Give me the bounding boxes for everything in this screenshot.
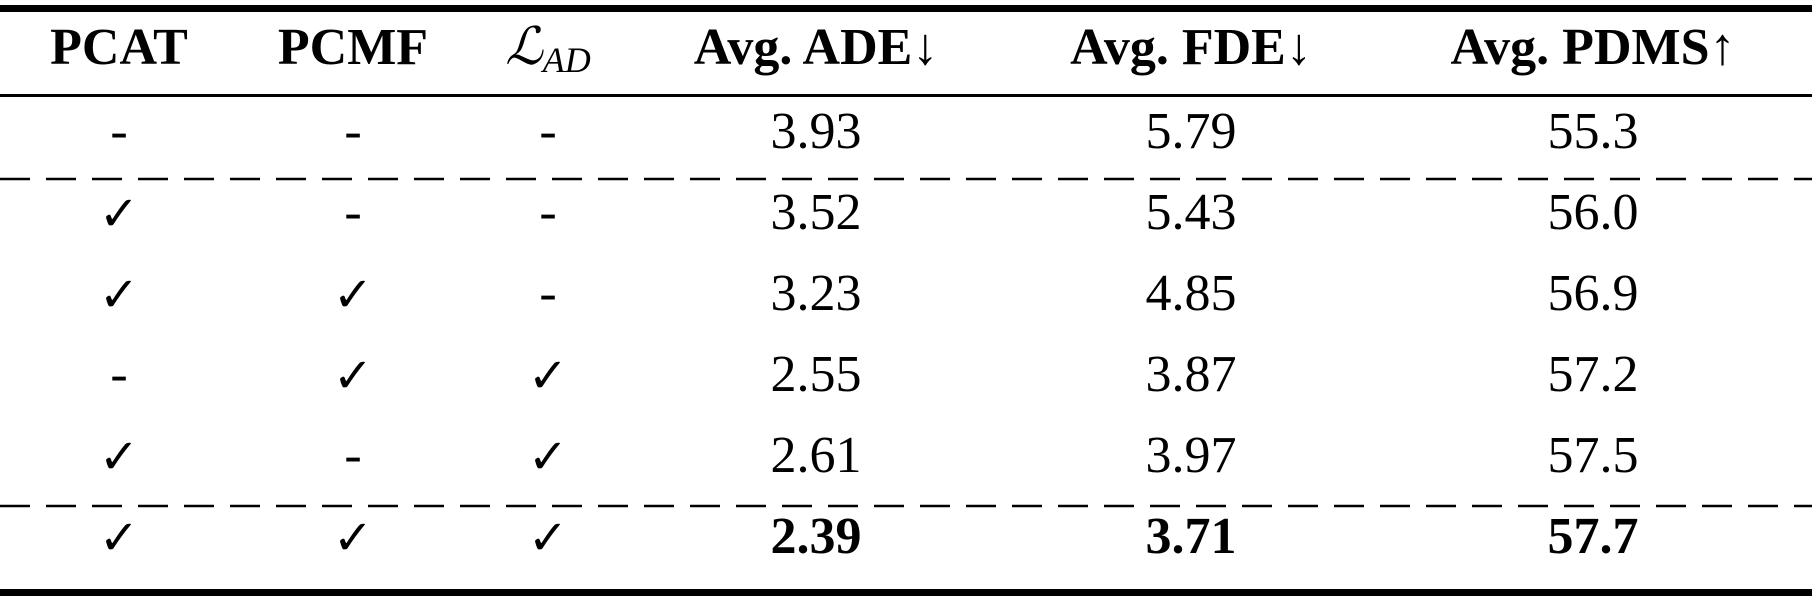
component-cell: ✓ (528, 429, 568, 485)
component-cell: - (539, 265, 556, 322)
metric-cell: 55.3 (1548, 103, 1639, 160)
metric-cell: 5.79 (1146, 103, 1237, 160)
component-cell: - (539, 184, 556, 241)
header-symbol: ℒ (505, 19, 544, 76)
metric-cell: 56.0 (1548, 184, 1639, 241)
metric-cell: 3.87 (1146, 346, 1237, 403)
metric-cell: 4.85 (1146, 265, 1237, 322)
metric-cell: 3.52 (771, 184, 862, 241)
metric-cell: 3.71 (1146, 508, 1237, 565)
metric-cell: 2.39 (771, 508, 862, 565)
header-cell: ℒAD (505, 19, 590, 80)
bottom-rule (0, 589, 1812, 596)
component-cell: - (110, 346, 127, 403)
component-cell: ✓ (99, 186, 139, 242)
component-cell: ✓ (528, 348, 568, 404)
metric-cell: 56.9 (1548, 265, 1639, 322)
header-cell: Avg. FDE↓ (1070, 19, 1312, 76)
metric-cell: 3.93 (771, 103, 862, 160)
metric-cell: 3.23 (771, 265, 862, 322)
component-cell: ✓ (333, 267, 373, 323)
header-subscript: AD (541, 40, 591, 80)
component-cell: ✓ (99, 510, 139, 566)
header-cell: Avg. ADE↓ (694, 19, 939, 76)
header-cell: PCAT (50, 19, 188, 76)
metric-cell: 57.7 (1548, 508, 1639, 565)
header-cell: PCMF (278, 19, 428, 76)
component-cell: ✓ (99, 267, 139, 323)
metric-cell: 2.61 (771, 427, 862, 484)
top-rule (0, 5, 1812, 12)
component-cell: ✓ (333, 510, 373, 566)
component-cell: - (539, 103, 556, 160)
metric-cell: 3.97 (1146, 427, 1237, 484)
component-cell: - (344, 427, 361, 484)
metric-cell: 2.55 (771, 346, 862, 403)
metric-cell: 57.2 (1548, 346, 1639, 403)
component-cell: - (344, 103, 361, 160)
component-cell: ✓ (333, 348, 373, 404)
header-rule (0, 94, 1812, 97)
component-cell: - (110, 103, 127, 160)
component-cell: ✓ (528, 510, 568, 566)
header-cell: Avg. PDMS↑ (1450, 19, 1735, 76)
metric-cell: 5.43 (1146, 184, 1237, 241)
metric-cell: 57.5 (1548, 427, 1639, 484)
component-cell: ✓ (99, 429, 139, 485)
component-cell: - (344, 184, 361, 241)
